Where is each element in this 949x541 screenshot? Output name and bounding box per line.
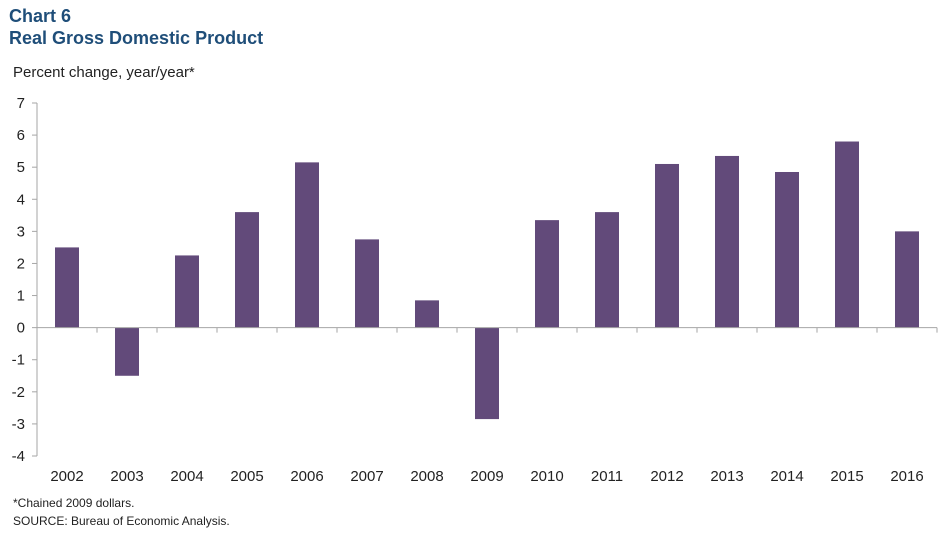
x-tick-label: 2010 xyxy=(530,468,563,485)
bar-2013 xyxy=(715,155,739,328)
y-tick-label: 6 xyxy=(17,127,25,144)
bar-2005 xyxy=(235,212,259,328)
bar-2010 xyxy=(535,220,559,328)
x-tick-label: 2015 xyxy=(830,468,863,485)
x-tick-label: 2002 xyxy=(50,468,83,485)
y-tick-label: -4 xyxy=(12,448,25,465)
bar-2014 xyxy=(775,171,799,328)
bar-2002 xyxy=(55,247,79,328)
y-tick-label: 7 xyxy=(17,95,25,112)
bar-2016 xyxy=(895,231,919,328)
y-tick-label: 5 xyxy=(17,159,25,176)
y-tick-label: 4 xyxy=(17,191,25,208)
bar-2003 xyxy=(115,327,139,376)
bar-series xyxy=(55,141,919,420)
x-tick-label: 2008 xyxy=(410,468,443,485)
y-tick-label: -3 xyxy=(12,416,25,433)
bar-2015 xyxy=(835,141,859,328)
bar-2007 xyxy=(355,239,379,328)
bar-2004 xyxy=(175,255,199,328)
x-axis: 2002 2003 2004 2005 2006 2007 2008 2009 2010 2011… xyxy=(36,327,938,485)
x-tick-label: 2006 xyxy=(290,468,323,485)
footnotes: *Chained 2009 dollars. SOURCE: Bureau of… xyxy=(13,494,230,530)
bar-2006 xyxy=(295,162,319,328)
x-tick-label: 2012 xyxy=(650,468,683,485)
chart-number: Chart 6 xyxy=(9,6,72,26)
y-tick-label: 2 xyxy=(17,255,25,272)
bar-2009 xyxy=(475,327,499,420)
y-tick-label: -2 xyxy=(12,384,25,401)
x-tick-label: 2014 xyxy=(770,468,803,485)
y-axis-label: Percent change, year/year* xyxy=(13,64,195,81)
bar-2012 xyxy=(655,163,679,328)
x-tick-label: 2004 xyxy=(170,468,203,485)
x-tick-label: 2009 xyxy=(470,468,503,485)
x-tick-label: 2007 xyxy=(350,468,383,485)
x-tick-label: 2005 xyxy=(230,468,263,485)
chart-heading: Chart 6 Real Gross Domestic Product xyxy=(9,5,263,49)
y-tick-label: 3 xyxy=(17,223,25,240)
y-axis: 7 6 5 4 3 2 1 0 -1 -2 -3 -4 xyxy=(12,95,38,465)
bar-2011 xyxy=(595,212,619,328)
y-tick-label: 1 xyxy=(17,288,25,305)
chart-title: Real Gross Domestic Product xyxy=(9,28,264,48)
bar-2008 xyxy=(415,300,439,328)
footnote-chained-dollars: *Chained 2009 dollars. xyxy=(13,496,135,510)
x-tick-label: 2013 xyxy=(710,468,743,485)
y-tick-label: -1 xyxy=(12,352,25,369)
x-tick-label: 2016 xyxy=(890,468,923,485)
y-tick-label: 0 xyxy=(17,320,25,337)
x-tick-label: 2011 xyxy=(591,468,623,485)
x-tick-label: 2003 xyxy=(110,468,143,485)
source-note: SOURCE: Bureau of Economic Analysis. xyxy=(13,514,230,528)
